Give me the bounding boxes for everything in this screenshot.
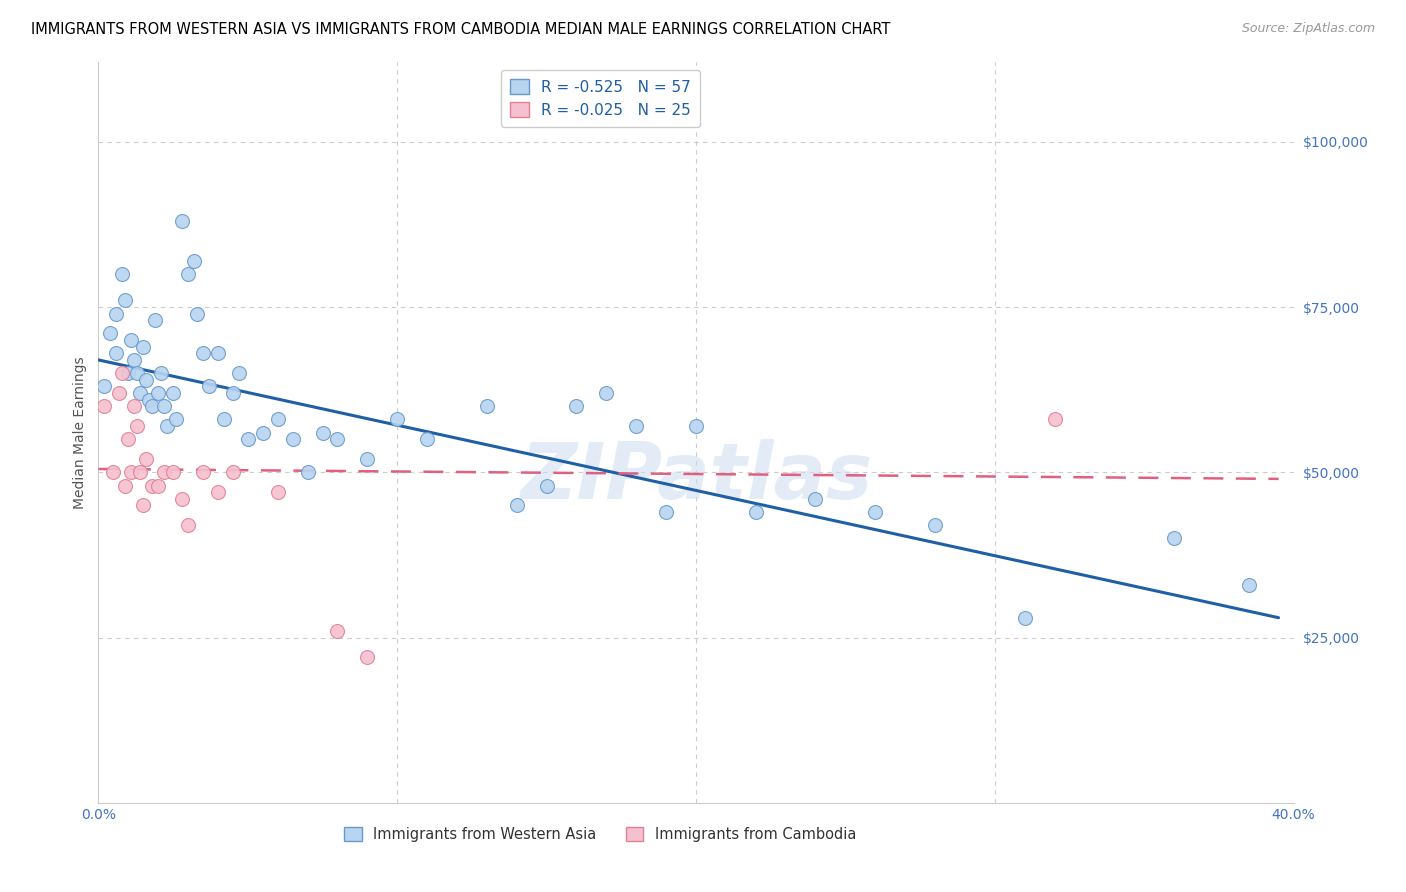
Point — [135, 452, 157, 467]
Point — [172, 491, 194, 506]
Point — [565, 399, 588, 413]
Text: ZIPatlas: ZIPatlas — [520, 439, 872, 515]
Point — [267, 485, 290, 500]
Legend: Immigrants from Western Asia, Immigrants from Cambodia: Immigrants from Western Asia, Immigrants… — [339, 821, 862, 847]
Point — [165, 412, 187, 426]
Point — [281, 432, 304, 446]
Point — [141, 399, 163, 413]
Point — [93, 379, 115, 393]
Point — [129, 465, 152, 479]
Point — [212, 412, 235, 426]
Y-axis label: Median Male Earnings: Median Male Earnings — [73, 356, 87, 509]
Point — [252, 425, 274, 440]
Point — [132, 499, 155, 513]
Point — [108, 386, 131, 401]
Point — [595, 386, 617, 401]
Point — [745, 505, 768, 519]
Point — [127, 366, 149, 380]
Point — [1237, 577, 1260, 591]
Point — [385, 412, 409, 426]
Point — [103, 465, 125, 479]
Point — [111, 267, 134, 281]
Point — [356, 650, 378, 665]
Point — [186, 307, 208, 321]
Point — [326, 432, 349, 446]
Point — [129, 386, 152, 401]
Point — [924, 518, 946, 533]
Point — [655, 505, 678, 519]
Point — [156, 419, 179, 434]
Point — [98, 326, 122, 341]
Point — [804, 491, 827, 506]
Point — [153, 465, 176, 479]
Point — [191, 346, 214, 360]
Point — [475, 399, 498, 413]
Point — [236, 432, 259, 446]
Point — [117, 366, 139, 380]
Point — [172, 214, 194, 228]
Point — [506, 499, 529, 513]
Point — [297, 465, 319, 479]
Point — [114, 293, 136, 308]
Point — [117, 432, 139, 446]
Point — [1163, 532, 1185, 546]
Point — [1014, 610, 1036, 624]
Text: IMMIGRANTS FROM WESTERN ASIA VS IMMIGRANTS FROM CAMBODIA MEDIAN MALE EARNINGS CO: IMMIGRANTS FROM WESTERN ASIA VS IMMIGRAN… — [31, 22, 890, 37]
Point — [153, 399, 176, 413]
Point — [326, 624, 349, 638]
Point — [416, 432, 439, 446]
Point — [120, 465, 142, 479]
Point — [267, 412, 290, 426]
Point — [183, 253, 205, 268]
Point — [105, 346, 128, 360]
Point — [177, 518, 200, 533]
Point — [198, 379, 221, 393]
Point — [162, 465, 184, 479]
Point — [93, 399, 115, 413]
Point — [120, 333, 142, 347]
Point — [148, 478, 170, 492]
Point — [148, 386, 170, 401]
Point — [150, 366, 173, 380]
Point — [1043, 412, 1066, 426]
Point — [685, 419, 707, 434]
Point — [207, 346, 229, 360]
Point — [141, 478, 163, 492]
Point — [311, 425, 333, 440]
Text: Source: ZipAtlas.com: Source: ZipAtlas.com — [1241, 22, 1375, 36]
Point — [111, 366, 134, 380]
Point — [191, 465, 214, 479]
Point — [135, 373, 157, 387]
Point — [228, 366, 250, 380]
Point — [536, 478, 558, 492]
Point — [177, 267, 200, 281]
Point — [356, 452, 378, 467]
Point — [626, 419, 648, 434]
Point — [222, 465, 245, 479]
Point — [132, 340, 155, 354]
Point — [138, 392, 160, 407]
Point — [143, 313, 166, 327]
Point — [127, 419, 149, 434]
Point — [207, 485, 229, 500]
Point — [162, 386, 184, 401]
Point — [865, 505, 887, 519]
Point — [222, 386, 245, 401]
Point — [105, 307, 128, 321]
Point — [124, 399, 146, 413]
Point — [114, 478, 136, 492]
Point — [124, 352, 146, 367]
